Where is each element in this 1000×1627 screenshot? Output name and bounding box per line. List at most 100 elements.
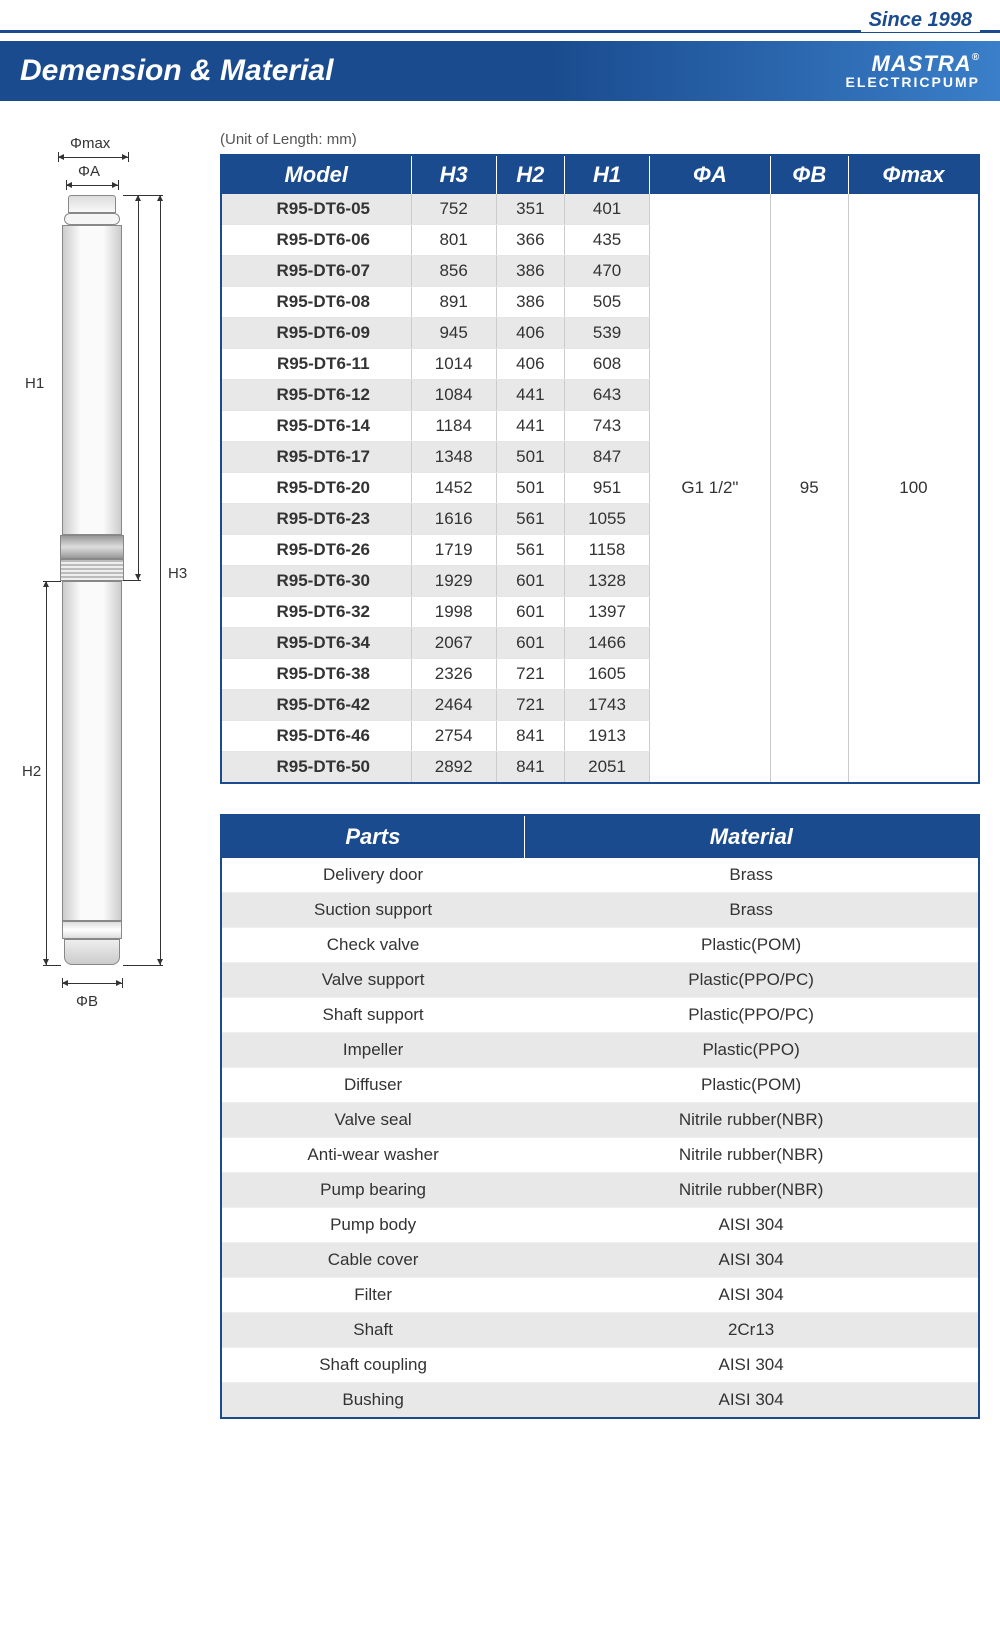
dim-cell: R95-DT6-17 <box>221 442 411 473</box>
part-cell: Bushing <box>221 1383 524 1419</box>
dimension-table: ModelH3H2H1ΦAΦBΦmax R95-DT6-05752351401G… <box>220 154 980 784</box>
mat-header: Parts <box>221 815 524 858</box>
dim-cell: 945 <box>411 318 496 349</box>
part-cell: Pump body <box>221 1208 524 1243</box>
phimax-label: Φmax <box>70 135 110 152</box>
table-row: Cable coverAISI 304 <box>221 1243 979 1278</box>
h2-arrow <box>46 581 47 965</box>
dim-cell: 1184 <box>411 411 496 442</box>
dim-cell: 351 <box>496 194 564 225</box>
dim-cell: 539 <box>564 318 649 349</box>
dim-cell: 386 <box>496 256 564 287</box>
dim-cell: R95-DT6-05 <box>221 194 411 225</box>
dim-cell: 847 <box>564 442 649 473</box>
table-row: Valve sealNitrile rubber(NBR) <box>221 1103 979 1138</box>
part-cell: Anti-wear washer <box>221 1138 524 1173</box>
dim-cell: 1452 <box>411 473 496 504</box>
brand-logo: MASTRA® <box>846 53 980 75</box>
dim-cell: R95-DT6-30 <box>221 566 411 597</box>
phimax-arrow <box>58 157 128 158</box>
dim-cell: 1328 <box>564 566 649 597</box>
material-cell: Plastic(PPO) <box>524 1033 979 1068</box>
dim-cell: 366 <box>496 225 564 256</box>
dim-header: H2 <box>496 155 564 194</box>
dim-cell: 608 <box>564 349 649 380</box>
dim-cell: R95-DT6-23 <box>221 504 411 535</box>
phib-label: ΦB <box>76 993 98 1010</box>
dim-cell: 1348 <box>411 442 496 473</box>
material-cell: AISI 304 <box>524 1208 979 1243</box>
banner: Demension & Material MASTRA® ELECTRICPUM… <box>0 41 1000 101</box>
table-row: Shaft couplingAISI 304 <box>221 1348 979 1383</box>
dim-cell: 2067 <box>411 628 496 659</box>
material-cell: Plastic(POM) <box>524 1068 979 1103</box>
part-cell: Diffuser <box>221 1068 524 1103</box>
dim-header: ΦB <box>770 155 848 194</box>
dim-cell: R95-DT6-42 <box>221 690 411 721</box>
dim-cell: 501 <box>496 473 564 504</box>
mat-header: Material <box>524 815 979 858</box>
dim-cell: 1397 <box>564 597 649 628</box>
dim-cell: 501 <box>496 442 564 473</box>
dim-cell: 601 <box>496 566 564 597</box>
material-cell: Plastic(PPO/PC) <box>524 963 979 998</box>
dim-cell: R95-DT6-14 <box>221 411 411 442</box>
material-cell: Nitrile rubber(NBR) <box>524 1138 979 1173</box>
dim-cell: 841 <box>496 752 564 784</box>
table-row: Pump bearingNitrile rubber(NBR) <box>221 1173 979 1208</box>
dim-cell: R95-DT6-46 <box>221 721 411 752</box>
dim-cell: 406 <box>496 349 564 380</box>
table-row: BushingAISI 304 <box>221 1383 979 1419</box>
phib-arrow <box>62 983 122 984</box>
dim-header: H3 <box>411 155 496 194</box>
dim-merged-cell: 95 <box>770 194 848 783</box>
dim-cell: 435 <box>564 225 649 256</box>
material-cell: AISI 304 <box>524 1383 979 1419</box>
material-cell: Nitrile rubber(NBR) <box>524 1173 979 1208</box>
dim-cell: 1158 <box>564 535 649 566</box>
part-cell: Suction support <box>221 893 524 928</box>
h2-label: H2 <box>22 763 41 780</box>
dim-cell: 2051 <box>564 752 649 784</box>
h1-arrow <box>138 195 139 580</box>
dim-cell: 2464 <box>411 690 496 721</box>
table-row: Pump bodyAISI 304 <box>221 1208 979 1243</box>
dim-cell: 601 <box>496 628 564 659</box>
table-row: ImpellerPlastic(PPO) <box>221 1033 979 1068</box>
material-cell: AISI 304 <box>524 1348 979 1383</box>
dim-cell: 841 <box>496 721 564 752</box>
dim-cell: 406 <box>496 318 564 349</box>
dim-cell: 752 <box>411 194 496 225</box>
material-cell: Brass <box>524 893 979 928</box>
dim-cell: 951 <box>564 473 649 504</box>
dim-cell: 601 <box>496 597 564 628</box>
dim-header: Model <box>221 155 411 194</box>
pump-diagram: Φmax ΦA H1 <box>20 135 180 1025</box>
dim-cell: 801 <box>411 225 496 256</box>
dim-cell: R95-DT6-38 <box>221 659 411 690</box>
dim-cell: R95-DT6-34 <box>221 628 411 659</box>
dim-cell: R95-DT6-26 <box>221 535 411 566</box>
dim-cell: 386 <box>496 287 564 318</box>
dim-cell: R95-DT6-08 <box>221 287 411 318</box>
dim-merged-cell: 100 <box>848 194 979 783</box>
top-rule: Since 1998 <box>0 30 1000 33</box>
material-cell: Plastic(PPO/PC) <box>524 998 979 1033</box>
dim-header: H1 <box>564 155 649 194</box>
dim-cell: 1014 <box>411 349 496 380</box>
table-row: FilterAISI 304 <box>221 1278 979 1313</box>
dim-cell: R95-DT6-50 <box>221 752 411 784</box>
phia-label: ΦA <box>78 163 100 180</box>
dim-cell: R95-DT6-06 <box>221 225 411 256</box>
table-row: R95-DT6-05752351401G1 1/2"95100 <box>221 194 979 225</box>
dim-cell: 1998 <box>411 597 496 628</box>
table-row: Shaft supportPlastic(PPO/PC) <box>221 998 979 1033</box>
dim-cell: R95-DT6-32 <box>221 597 411 628</box>
part-cell: Impeller <box>221 1033 524 1068</box>
part-cell: Shaft <box>221 1313 524 1348</box>
table-row: Anti-wear washerNitrile rubber(NBR) <box>221 1138 979 1173</box>
dim-cell: 441 <box>496 380 564 411</box>
material-table: PartsMaterial Delivery doorBrassSuction … <box>220 814 980 1419</box>
part-cell: Check valve <box>221 928 524 963</box>
h3-arrow <box>160 195 161 965</box>
